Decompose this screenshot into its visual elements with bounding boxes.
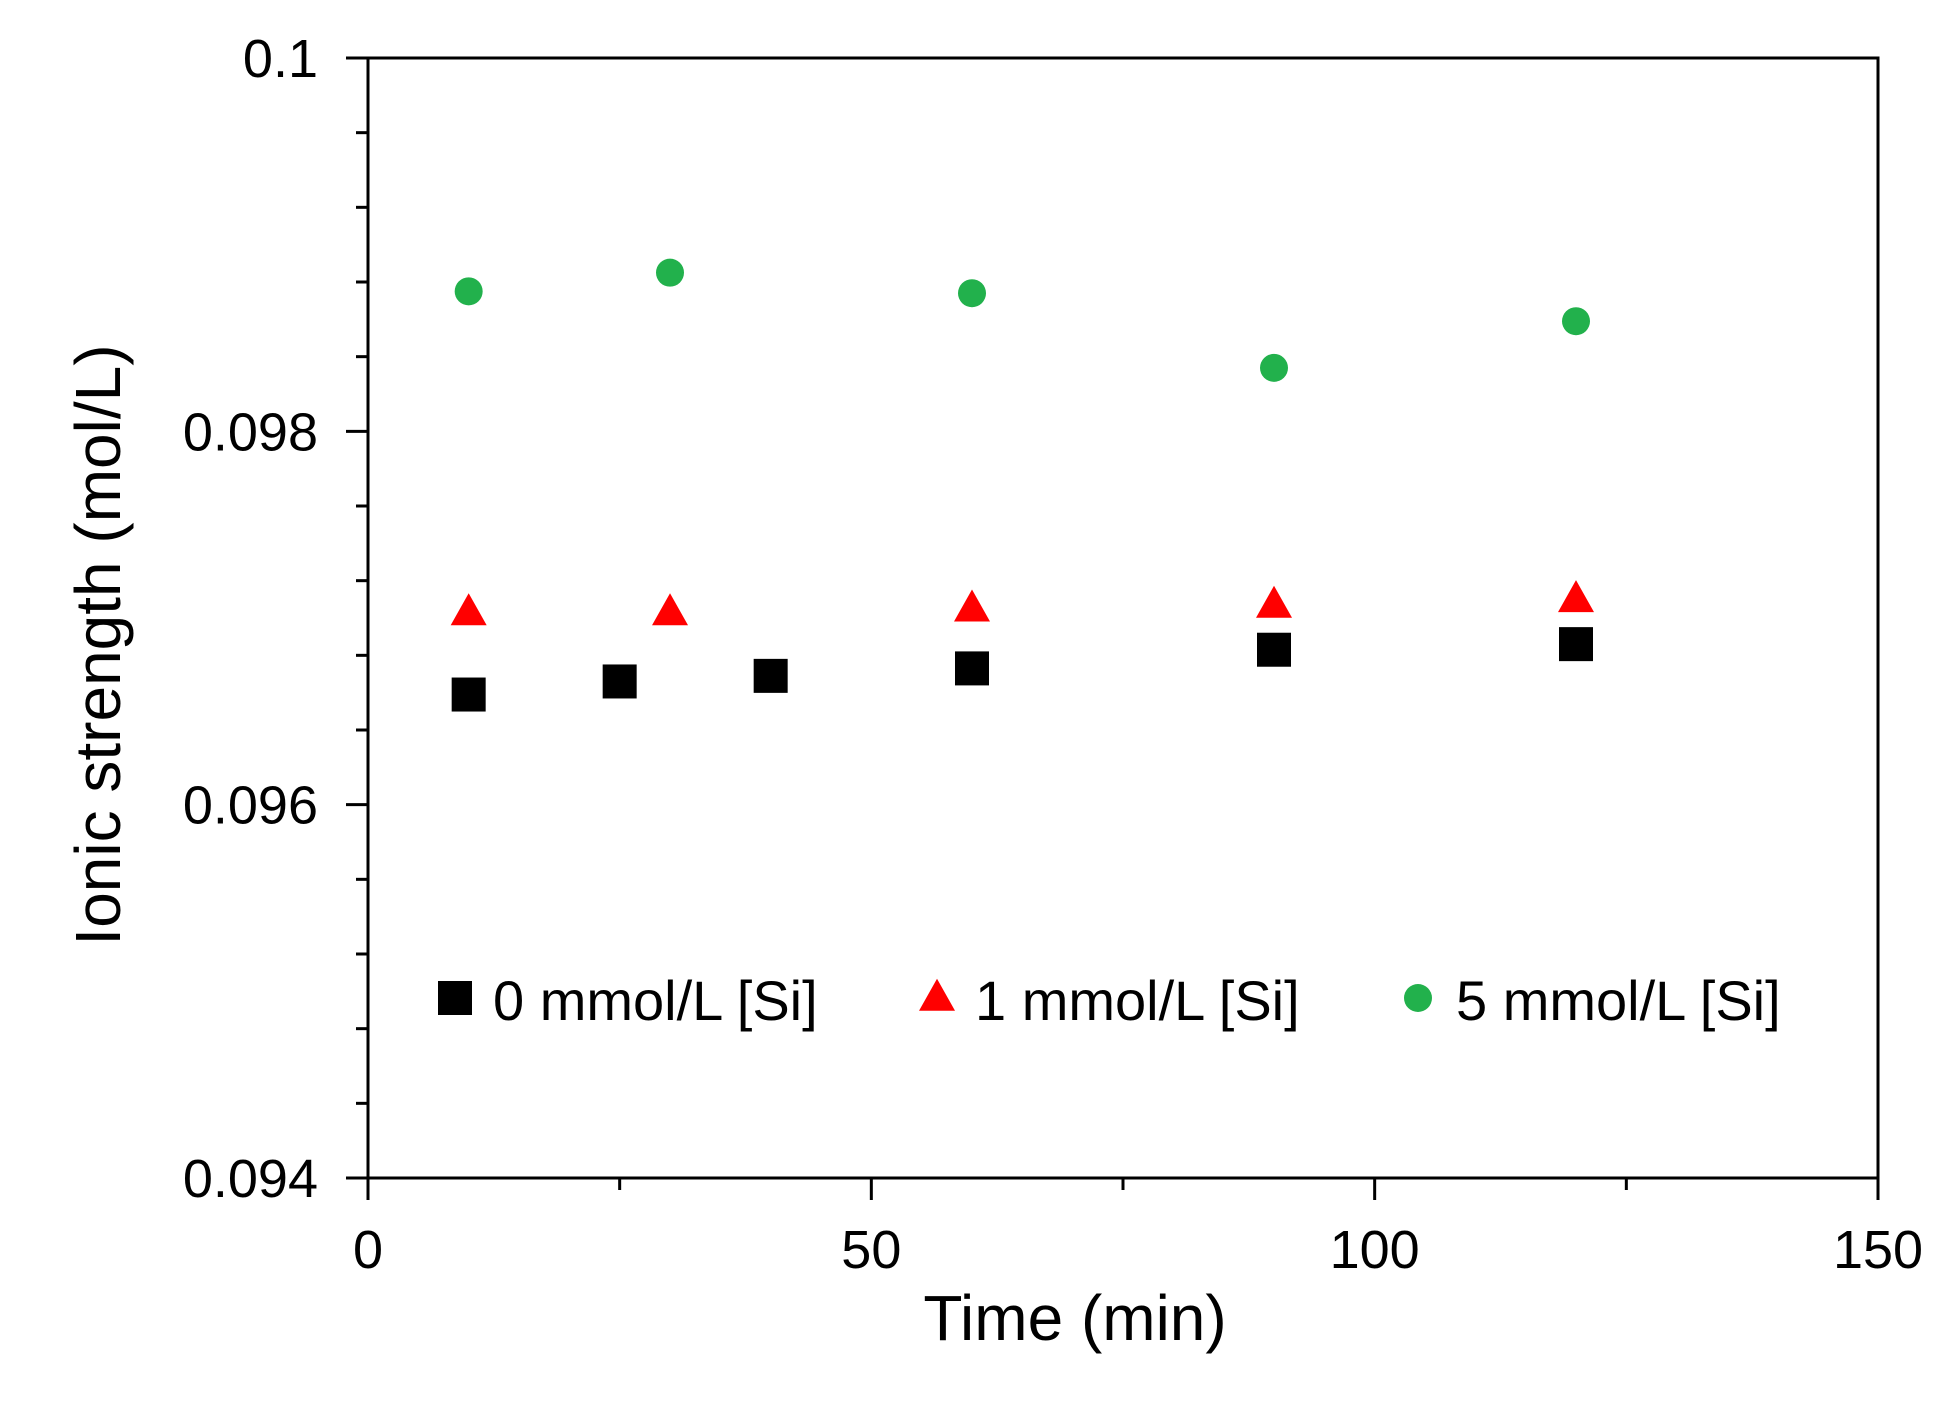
x-tick-label: 0 <box>353 1220 383 1280</box>
legend-label: 5 mmol/L [Si] <box>1456 969 1781 1032</box>
legend-marker <box>919 978 955 1011</box>
legend-marker <box>1404 984 1432 1012</box>
data-points <box>450 258 1594 712</box>
data-point <box>451 677 486 712</box>
data-point <box>652 593 688 626</box>
x-tick-label: 100 <box>1330 1220 1420 1280</box>
y-tick-label: 0.096 <box>183 776 318 836</box>
data-point <box>1562 307 1590 336</box>
legend-marker <box>438 981 472 1015</box>
y-tick-label: 0.098 <box>183 402 318 462</box>
x-tick-label: 50 <box>841 1220 901 1280</box>
x-axis-title: Time (min) <box>923 1282 1226 1354</box>
legend: 0 mmol/L [Si] 1 mmol/L [Si] 5 mmol/L [Si] <box>438 969 1781 1032</box>
legend-entry-2: 5 mmol/L [Si] <box>1404 969 1781 1032</box>
series-0 <box>451 627 1593 712</box>
series-1 <box>450 580 1594 626</box>
y-axis-title: Ionic strength (mol/L) <box>62 344 134 945</box>
data-point <box>954 589 990 622</box>
data-point <box>1257 632 1291 667</box>
data-point <box>1260 353 1288 382</box>
axis-tick-labels: 0 50 100 150 0.094 0.096 0.098 0.1 <box>183 29 1923 1280</box>
legend-label: 0 mmol/L [Si] <box>493 969 818 1032</box>
data-point <box>958 279 986 308</box>
data-point <box>450 593 487 626</box>
axis-ticks <box>346 56 1880 1200</box>
data-point <box>753 658 788 693</box>
data-point <box>656 258 684 287</box>
legend-entry-0: 0 mmol/L [Si] <box>438 969 818 1032</box>
data-point <box>955 651 989 686</box>
legend-entry-1: 1 mmol/L [Si] <box>919 969 1300 1032</box>
y-tick-label: 0.094 <box>183 1149 318 1209</box>
x-tick-label: 150 <box>1833 1220 1923 1280</box>
legend-label: 1 mmol/L [Si] <box>975 969 1300 1032</box>
data-point <box>602 664 637 699</box>
data-point <box>1256 585 1292 618</box>
data-point <box>454 277 483 306</box>
data-point <box>1558 580 1594 613</box>
data-point <box>1559 627 1593 662</box>
y-tick-label: 0.1 <box>243 29 318 89</box>
series-2 <box>454 258 1590 382</box>
